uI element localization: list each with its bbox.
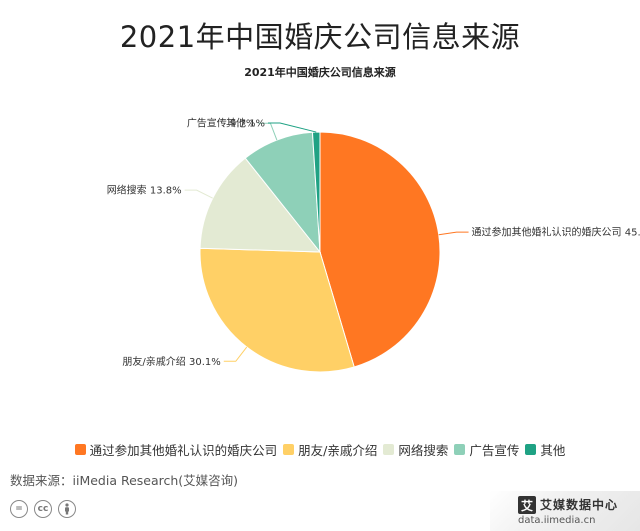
legend-label: 网络搜索 xyxy=(398,443,449,458)
legend-item: 其他 xyxy=(525,440,565,459)
legend-label: 朋友/亲戚介绍 xyxy=(298,443,378,458)
legend-swatch xyxy=(383,444,395,455)
no-derivatives-icon: = xyxy=(10,500,28,518)
page-title: 2021年中国婚庆公司信息来源 xyxy=(119,20,521,54)
attribution-icon xyxy=(58,500,76,518)
legend-item: 朋友/亲戚介绍 xyxy=(283,440,377,459)
legend-label: 通过参加其他婚礼认识的婚庆公司 xyxy=(89,443,278,458)
pie-slice xyxy=(244,131,321,254)
slice-label: 广告宣传 9.7% xyxy=(187,117,256,130)
data-source: 数据来源：iiMedia Research(艾媒咨询) xyxy=(10,473,239,488)
watermark: 艾 艾媒数据中心 data.iimedia.cn xyxy=(490,491,640,531)
legend-swatch xyxy=(283,444,295,455)
leader-line xyxy=(184,189,213,199)
legend-item: 广告宣传 xyxy=(454,440,519,459)
slice-label: 网络搜索 13.8% xyxy=(107,184,182,197)
slice-label: 通过参加其他婚礼认识的婚庆公司 45.4% xyxy=(472,226,640,239)
leader-line xyxy=(223,346,248,362)
legend-swatch xyxy=(454,444,466,455)
leader-line xyxy=(438,231,469,236)
pie-slice xyxy=(199,247,355,373)
creative-commons-icon: cc xyxy=(34,500,52,518)
legend-swatch xyxy=(525,444,537,455)
watermark-name: 艾媒数据中心 xyxy=(540,498,619,512)
chart-title: 2021年中国婚庆公司信息来源 xyxy=(244,66,396,79)
slice-label: 朋友/亲戚介绍 30.1% xyxy=(122,355,220,368)
legend: 通过参加其他婚礼认识的婚庆公司 朋友/亲戚介绍 网络搜索 广告宣传 其他 xyxy=(0,440,640,459)
legend-item: 通过参加其他婚礼认识的婚庆公司 xyxy=(74,440,278,459)
leader-line xyxy=(268,122,317,133)
watermark-logo: 艾 xyxy=(518,496,536,514)
watermark-url: data.iimedia.cn xyxy=(518,515,596,526)
legend-label: 其他 xyxy=(540,443,566,458)
legend-label: 广告宣传 xyxy=(469,443,520,458)
slice-label: 其他 1% xyxy=(226,117,265,130)
license-icons: = cc xyxy=(10,500,82,518)
legend-swatch xyxy=(74,444,86,455)
legend-item: 网络搜索 xyxy=(383,440,448,459)
